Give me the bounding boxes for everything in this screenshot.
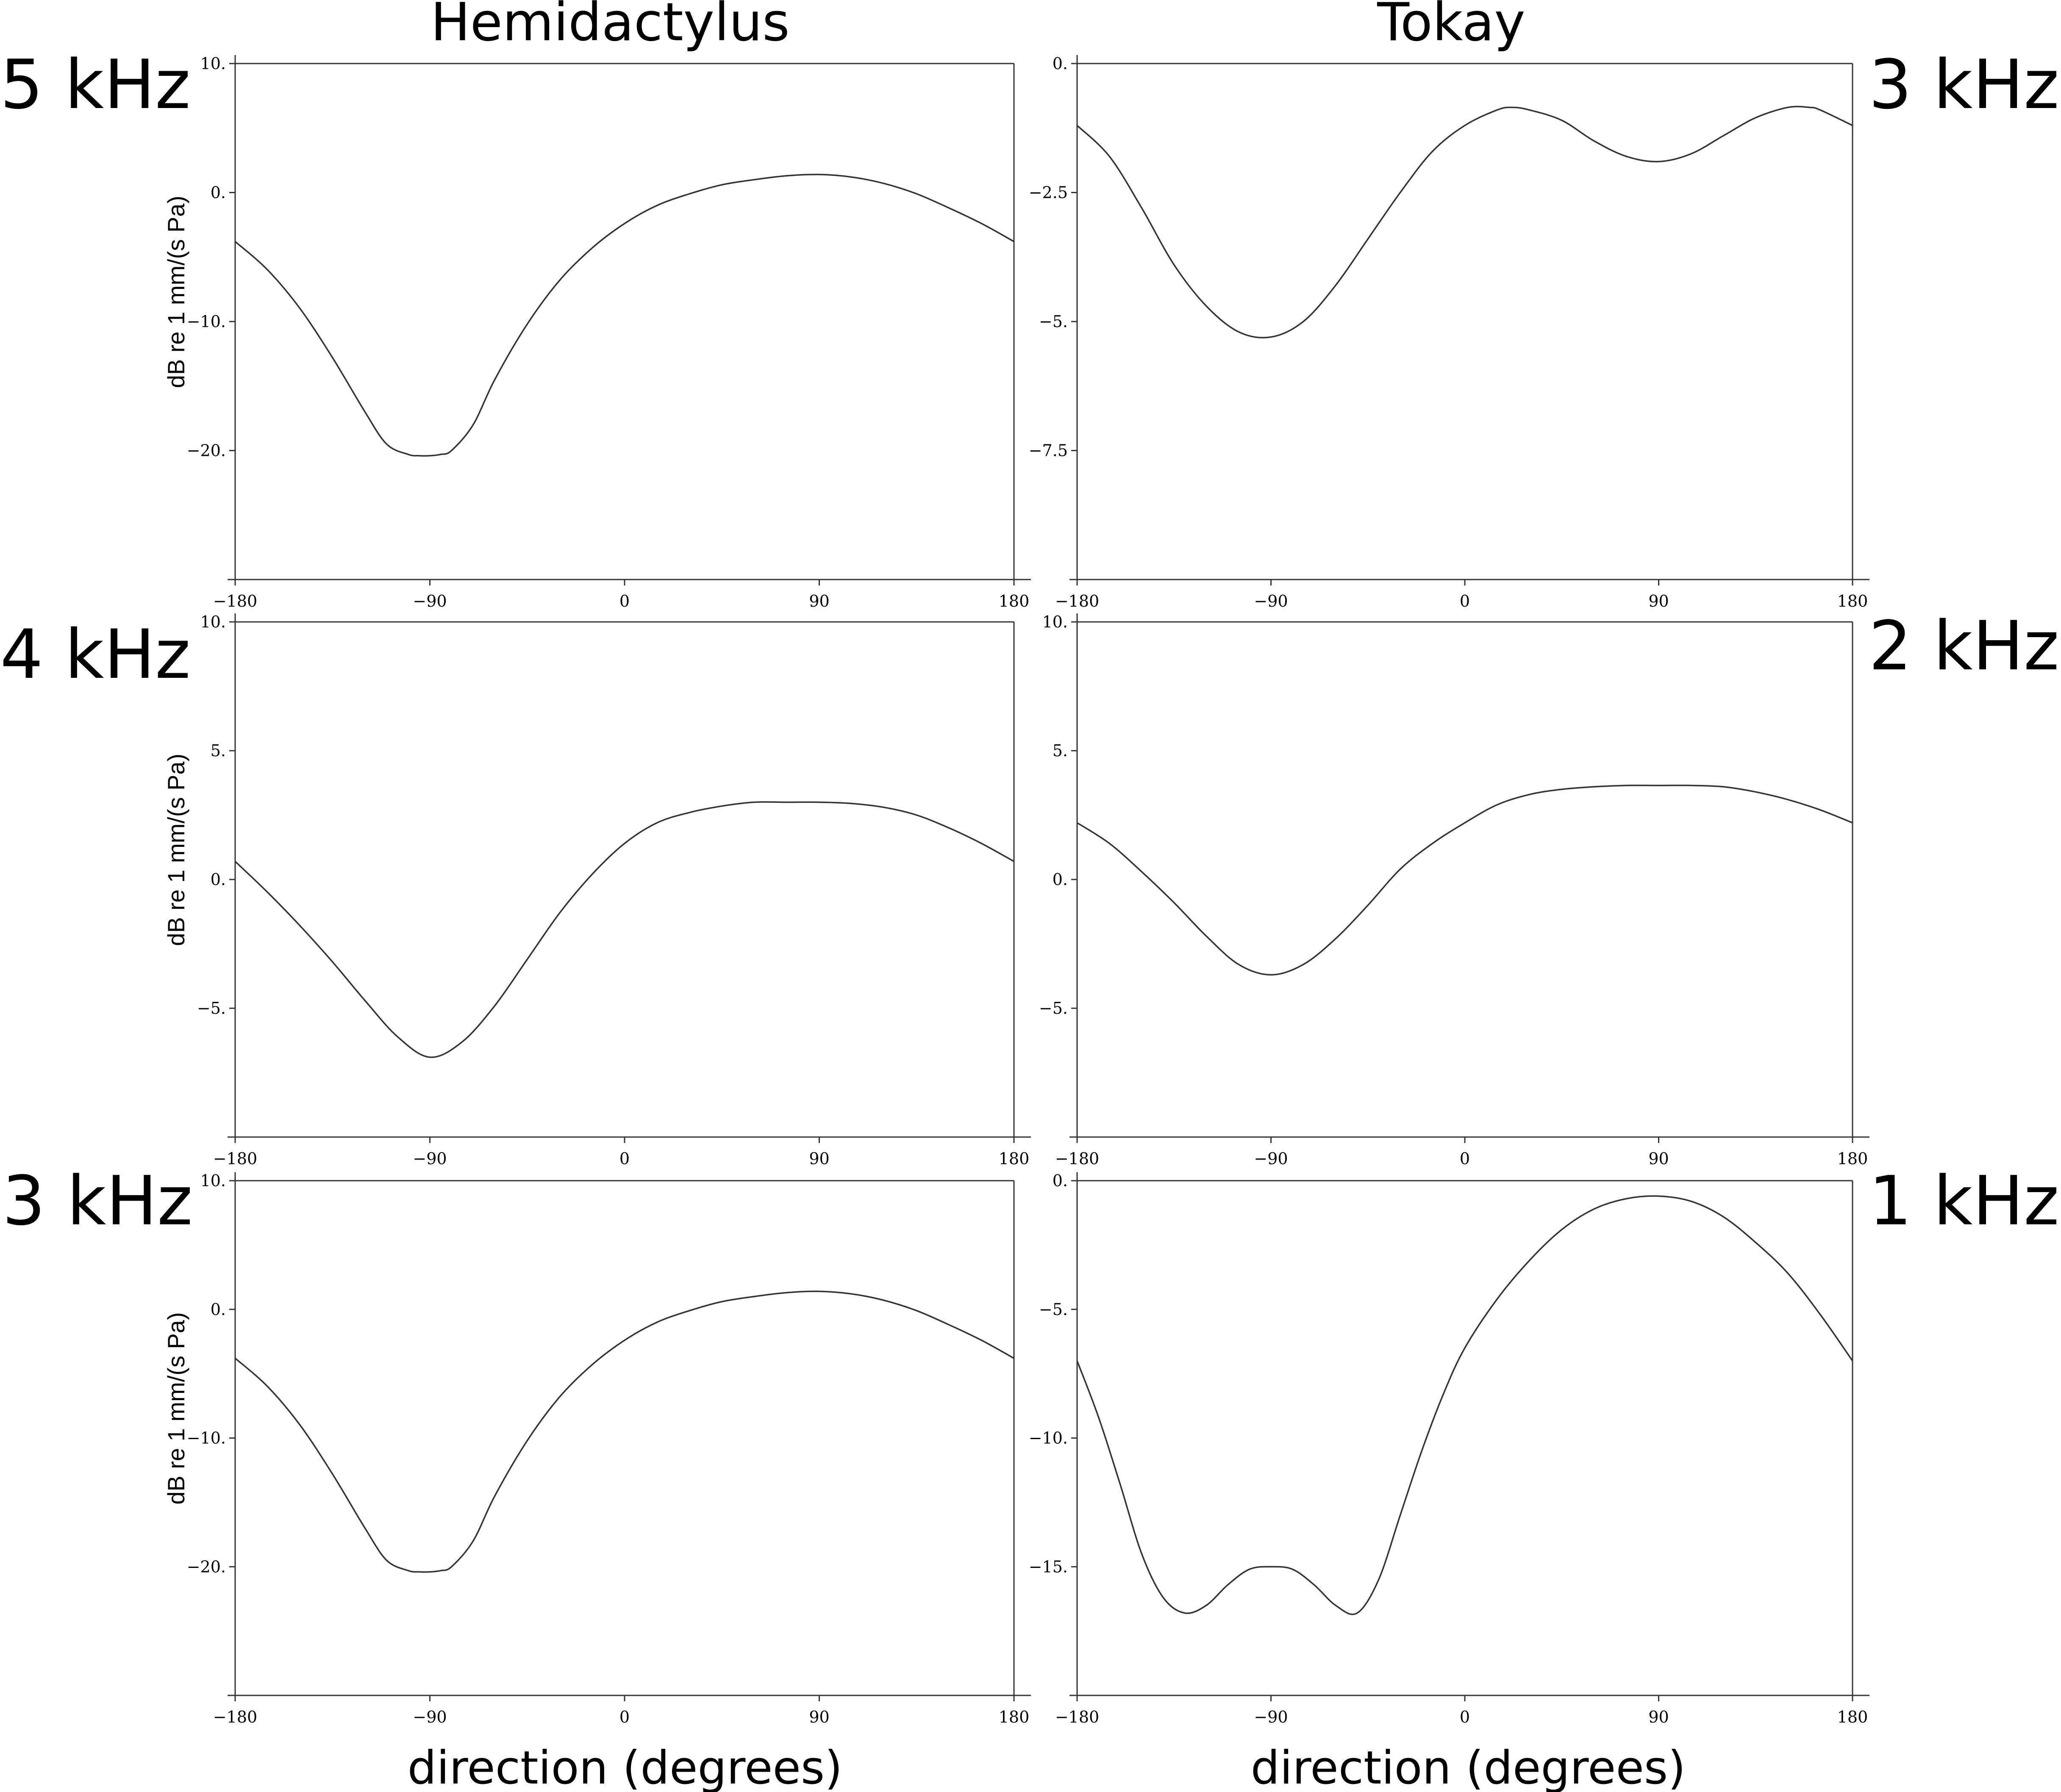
column-title-left: Hemidactylus	[431, 0, 789, 53]
y-tick-label: −10.	[187, 312, 226, 331]
chart-hemidactylus-4khz: 10. 5. 0. −5. −180 −90 0 90 180 dB re 1 mm/(s Pa)	[163, 613, 1031, 1168]
y-tick-label: −2.5	[1029, 183, 1068, 202]
x-tick-label: 180	[999, 592, 1030, 610]
x-tick-label: 0	[619, 592, 630, 610]
y-tick-label: 0.	[211, 1300, 226, 1319]
x-tick-label: −180	[1055, 1708, 1099, 1726]
x-tick-label: 0	[1460, 1149, 1470, 1168]
x-tick-label: −90	[413, 1149, 447, 1168]
y-tick-label: −10.	[1029, 1429, 1068, 1448]
chart-tokay-1khz: 0. −5. −10. −15. −180 −90 0 90 180	[1029, 1171, 1869, 1726]
freq-label-left-row3: 3 kHz	[2, 1161, 193, 1240]
y-tick-label: −10.	[187, 1429, 226, 1448]
x-tick-label: 180	[999, 1149, 1030, 1168]
chart-hemidactylus-3khz: 10. 0. −10. −20. −180 −90 0 90 180 dB re 1 mm/(s …	[163, 1171, 1031, 1726]
x-tick-label: 0	[1460, 1708, 1470, 1726]
y-axis-label: dB re 1 mm/(s Pa)	[163, 754, 189, 946]
x-tick-label: −180	[213, 592, 257, 610]
y-axis-label: dB re 1 mm/(s Pa)	[163, 1312, 189, 1504]
y-tick-label: 5.	[211, 741, 226, 760]
x-axis-label-right: direction (degrees)	[1251, 1742, 1686, 1792]
y-tick-label: −5.	[1039, 312, 1068, 331]
y-tick-label: 0.	[1053, 870, 1068, 889]
x-tick-label: 90	[1648, 1708, 1669, 1726]
x-tick-label: 180	[999, 1708, 1030, 1726]
x-tick-label: −90	[413, 592, 447, 610]
x-tick-label: −90	[1254, 1149, 1288, 1168]
y-tick-label: 0.	[1053, 54, 1068, 73]
y-tick-label: 0.	[211, 183, 226, 202]
y-tick-label: −5.	[197, 999, 226, 1018]
y-axis-label: dB re 1 mm/(s Pa)	[163, 196, 189, 388]
y-tick-label: 0.	[211, 870, 226, 889]
x-tick-label: −90	[1254, 592, 1288, 610]
freq-label-right-row3: 1 kHz	[1869, 1161, 2059, 1240]
x-tick-label: −90	[413, 1708, 447, 1726]
column-title-right: Tokay	[1377, 0, 1525, 53]
chart-tokay-3khz: 0. −2.5 −5. −7.5 −180 −90 0 90 180	[1029, 54, 1869, 610]
x-tick-label: 0	[619, 1149, 630, 1168]
freq-label-left-row1: 5 kHz	[0, 45, 191, 124]
x-tick-label: 90	[1648, 1149, 1669, 1168]
x-tick-label: −180	[213, 1149, 257, 1168]
y-tick-label: −15.	[1029, 1557, 1068, 1576]
y-tick-label: 10.	[200, 1171, 226, 1190]
x-tick-label: −180	[213, 1708, 257, 1726]
x-tick-label: 0	[1460, 592, 1470, 610]
x-tick-label: 180	[1837, 592, 1868, 610]
series-line-c1r1	[1077, 785, 1853, 976]
chart-hemidactylus-5khz: 10. 0. −10. −20. −180 −90 0 90 180 dB re 1 mm/(s …	[163, 54, 1031, 610]
series-line-c1r0	[1076, 105, 1853, 338]
x-tick-label: −180	[1055, 1149, 1099, 1168]
freq-label-right-row2: 2 kHz	[1869, 606, 2059, 685]
y-tick-label: −5.	[1039, 1300, 1068, 1319]
y-tick-label: −7.5	[1029, 441, 1068, 460]
y-tick-label: 10.	[1042, 613, 1068, 631]
x-tick-label: 90	[809, 1708, 829, 1726]
y-tick-label: −20.	[187, 441, 226, 460]
x-tick-label: −90	[1254, 1708, 1288, 1726]
x-tick-label: 180	[1837, 1708, 1868, 1726]
y-tick-label: 10.	[200, 613, 226, 631]
freq-label-right-row1: 3 kHz	[1869, 45, 2059, 124]
chart-tokay-2khz: 10. 5. 0. −5. −180 −90 0 90 180	[1039, 613, 1869, 1168]
series-line-c0r1	[234, 801, 1014, 1058]
x-tick-label: 180	[1837, 1149, 1868, 1168]
x-axis-label-left: direction (degrees)	[408, 1742, 843, 1792]
y-tick-label: 0.	[1053, 1171, 1068, 1190]
series-line-c0r0	[234, 174, 1014, 457]
freq-label-left-row2: 4 kHz	[0, 615, 191, 694]
x-tick-label: 90	[1648, 592, 1669, 610]
y-tick-label: 5.	[1053, 741, 1068, 760]
y-tick-label: −20.	[187, 1557, 226, 1576]
series-line-c1r2	[1076, 1195, 1853, 1615]
x-tick-label: 90	[809, 1149, 829, 1168]
x-tick-label: 0	[619, 1708, 630, 1726]
series-line-c0r2	[234, 1290, 1014, 1573]
x-tick-label: −180	[1055, 592, 1099, 610]
y-tick-label: −5.	[1039, 999, 1068, 1018]
x-tick-label: 90	[809, 592, 829, 610]
y-tick-label: 10.	[200, 54, 226, 73]
